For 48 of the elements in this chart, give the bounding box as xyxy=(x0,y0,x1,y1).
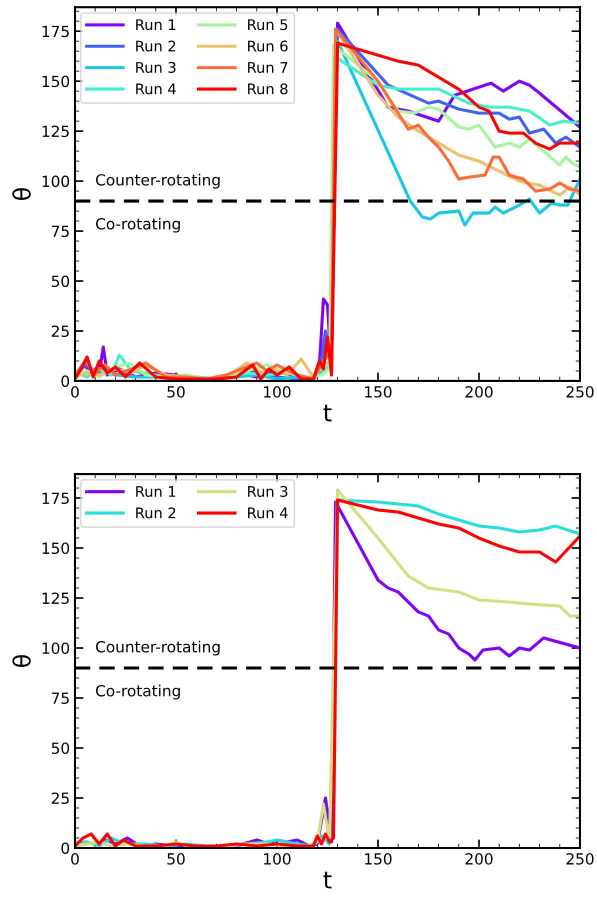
x-tick-label: 0 xyxy=(71,853,79,865)
y-tick-label: 75 xyxy=(52,226,69,238)
legend-label: Run 7 xyxy=(248,62,288,73)
x-tick-label: 250 xyxy=(566,386,594,398)
x-tick-label: 50 xyxy=(167,386,185,398)
x-tick-label: 200 xyxy=(466,386,493,398)
y-tick-label: 75 xyxy=(52,692,69,704)
y-tick-label: 150 xyxy=(42,542,70,554)
y-tick-label: 150 xyxy=(42,76,70,88)
legend-label: Run 4 xyxy=(248,508,288,518)
annotation: Co-rotating xyxy=(96,218,180,233)
y-axis-title: θ xyxy=(12,188,31,200)
y-tick-label: 175 xyxy=(42,26,69,38)
y-tick-label: 125 xyxy=(42,126,69,138)
x-tick-label: 50 xyxy=(167,853,185,865)
legend-label: Run 3 xyxy=(248,486,288,497)
y-tick-label: 100 xyxy=(42,176,70,188)
x-tick-label: 250 xyxy=(566,853,594,865)
legend-label: Run 6 xyxy=(248,40,288,52)
annotation: Co-rotating xyxy=(96,684,180,700)
y-tick-label: 25 xyxy=(52,325,69,338)
legend-label: Run 1 xyxy=(136,19,176,30)
x-tick-label: 150 xyxy=(365,386,392,398)
y-tick-label: 125 xyxy=(42,592,69,604)
y-tick-label: 50 xyxy=(52,742,70,754)
x-tick-label: 200 xyxy=(466,853,493,865)
y-tick-label: 25 xyxy=(52,792,69,804)
x-axis-title: t xyxy=(323,872,332,888)
legend-label: Run 8 xyxy=(248,83,288,94)
y-tick-label: 0 xyxy=(61,842,70,854)
x-tick-label: 150 xyxy=(365,853,392,865)
legend-label: Run 2 xyxy=(136,40,176,52)
y-tick-label: 50 xyxy=(52,275,70,288)
x-tick-label: 0 xyxy=(71,386,79,398)
y-axis-title: θ xyxy=(12,655,31,667)
x-axis-title: t xyxy=(323,404,332,422)
legend-label: Run 1 xyxy=(136,486,176,497)
y-tick-label: 100 xyxy=(42,642,70,654)
x-tick-label: 100 xyxy=(264,853,291,865)
legend-label: Run 4 xyxy=(136,84,176,94)
legend-label: Run 5 xyxy=(248,19,288,30)
legend-label: Run 2 xyxy=(136,507,176,518)
legend-label: Run 3 xyxy=(136,62,176,73)
y-tick-label: 0 xyxy=(61,375,70,387)
y-tick-label: 175 xyxy=(42,492,69,504)
annotation: Counter-rotating xyxy=(96,174,220,189)
annotation: Counter-rotating xyxy=(96,640,220,656)
x-tick-label: 100 xyxy=(264,386,291,398)
